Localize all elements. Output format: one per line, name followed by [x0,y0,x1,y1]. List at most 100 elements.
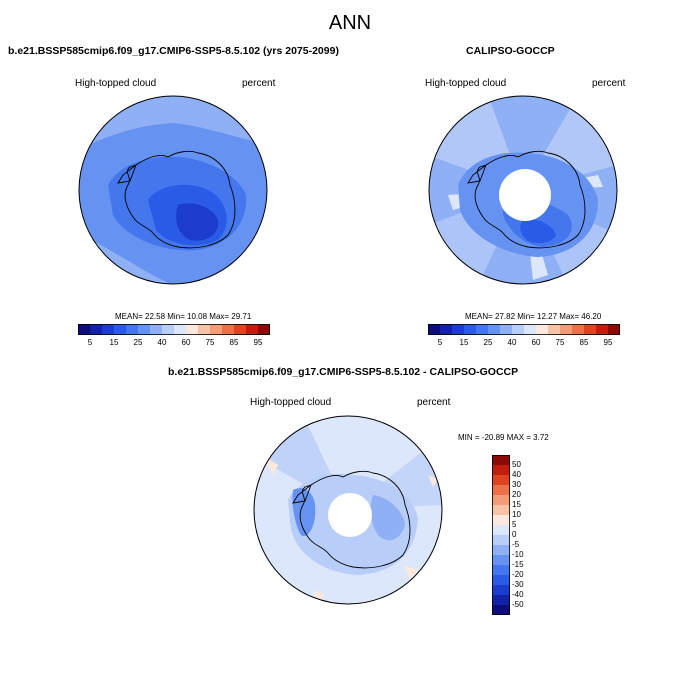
diff-field-negative-east [370,495,405,541]
diff-colorbar-tick-label: 40 [512,470,521,479]
obs-colorbar-swatch [560,324,573,335]
model-colorbar-tick-label: 60 [181,338,191,347]
panel-model-variable-label: High-topped cloud [75,78,157,89]
obs-colorbar-swatch [572,324,585,335]
figure-title: ANN [328,12,372,34]
obs-map-border [428,95,618,285]
diff-colorbar-swatch [492,505,510,516]
obs-colorbar-tick-label: 75 [555,338,565,347]
model-colorbar-swatch [114,324,127,335]
diff-colorbar-swatch [492,595,510,606]
diff-colorbar-tick-label: 0 [512,530,517,539]
obs-colorbar-swatch [548,324,561,335]
diff-colorbar-swatch [492,455,510,466]
diff-colorbar-swatch [492,525,510,536]
model-colorbar-tick-label: 40 [157,338,167,347]
panel-obs-units-label: percent [592,78,626,89]
panel-model-units-label: percent [242,78,276,89]
diff-colorbar-swatch [492,535,510,546]
model-colorbar-swatch [138,324,151,335]
diff-colorbar-tick-label: 15 [512,500,521,509]
obs-colorbar-swatch [524,324,537,335]
diff-colorbar-tick-label: 30 [512,480,521,489]
model-colorbar-swatch [222,324,235,335]
model-antarctica-coastline [117,150,236,249]
panel-diff-map [253,415,443,605]
diff-colorbar-tick-label: -15 [512,560,524,569]
diff-colorbar-swatch [492,465,510,476]
panel-obs-map [428,95,618,285]
diff-colorbar-swatch [492,515,510,526]
model-colorbar-swatch [246,324,259,335]
model-colorbar-swatch [162,324,175,335]
diff-colorbar-tick-label: -50 [512,600,524,609]
diff-field-negative-peninsula [292,488,316,536]
diff-colorbar-tick-label: -10 [512,550,524,559]
diff-map-border [253,415,443,605]
model-colorbar [78,324,270,335]
diff-colorbar-swatch [492,555,510,566]
obs-colorbar-swatch [476,324,489,335]
model-colorbar-swatch [198,324,211,335]
diff-missing-data-hole [328,493,372,537]
diff-colorbar-ticks: 50 40 30 20 15 10 5 0 -5 -10 -15 -20 -30 -40 -50 [512,455,542,615]
panel-model-title: b.e21.BSSP585cmip6.f09_g17.CMIP6-SSP5-8.… [8,45,339,57]
model-colorbar-ticks: 5 15 25 40 60 75 85 95 [78,338,270,350]
diff-colorbar-tick-label: 50 [512,460,521,469]
obs-colorbar-swatch [584,324,597,335]
obs-missing-data-hole [499,169,551,221]
diff-colorbar-tick-label: 10 [512,510,521,519]
diff-colorbar-swatch [492,575,510,586]
diff-colorbar-swatch [492,585,510,596]
obs-colorbar-swatch [440,324,453,335]
model-colorbar-swatch [90,324,103,335]
obs-colorbar-swatch [512,324,525,335]
diff-colorbar [492,455,510,615]
model-colorbar-tick-label: 25 [133,338,143,347]
panel-diff-stats: MIN = -20.89 MAX = 3.72 [458,433,549,442]
obs-colorbar-tick-label: 40 [507,338,517,347]
diff-colorbar-tick-label: -20 [512,570,524,579]
model-colorbar-swatch [210,324,223,335]
panel-diff-title: b.e21.BSSP585cmip6.f09_g17.CMIP6-SSP5-8.… [168,366,519,378]
model-colorbar-swatch [78,324,91,335]
obs-colorbar-swatch [536,324,549,335]
model-colorbar-tick-label: 95 [253,338,263,347]
obs-colorbar-tick-label: 5 [437,338,443,347]
panel-diff-variable-label: High-topped cloud [250,397,332,408]
obs-colorbar-swatch [608,324,620,335]
model-colorbar-swatch [150,324,163,335]
diff-antarctica-coastline [292,470,411,569]
model-map-border [78,95,268,285]
obs-colorbar-tick-label: 60 [531,338,541,347]
diff-colorbar-tick-label: 5 [512,520,517,529]
obs-antarctica-coastline [467,150,586,249]
panel-obs-title: CALIPSO-GOCCP [466,45,555,57]
obs-colorbar-swatch [596,324,609,335]
obs-field-darkest [520,219,556,243]
diff-colorbar-swatch [492,495,510,506]
diff-colorbar-tick-label: 20 [512,490,521,499]
model-colorbar-tick-label: 5 [87,338,93,347]
diff-colorbar-swatch [492,545,510,556]
model-colorbar-swatch [186,324,199,335]
obs-colorbar-ticks: 5 15 25 40 60 75 85 95 [428,338,620,350]
diff-colorbar-swatch [492,485,510,496]
model-colorbar-tick-label: 85 [229,338,239,347]
model-colorbar-swatch [174,324,187,335]
model-colorbar-swatch [102,324,115,335]
panel-model-map [78,95,268,285]
model-colorbar-swatch [234,324,247,335]
obs-colorbar-swatch [464,324,477,335]
diff-colorbar-tick-label: -40 [512,590,524,599]
model-field-darkest [176,203,219,241]
diff-colorbar-swatch [492,565,510,576]
obs-colorbar-tick-label: 25 [483,338,493,347]
obs-colorbar-swatch [452,324,465,335]
obs-colorbar-swatch [428,324,441,335]
model-colorbar-swatch [258,324,270,335]
obs-colorbar-tick-label: 15 [459,338,469,347]
obs-colorbar-tick-label: 95 [603,338,613,347]
diff-colorbar-swatch [492,475,510,486]
model-colorbar-tick-label: 75 [205,338,215,347]
